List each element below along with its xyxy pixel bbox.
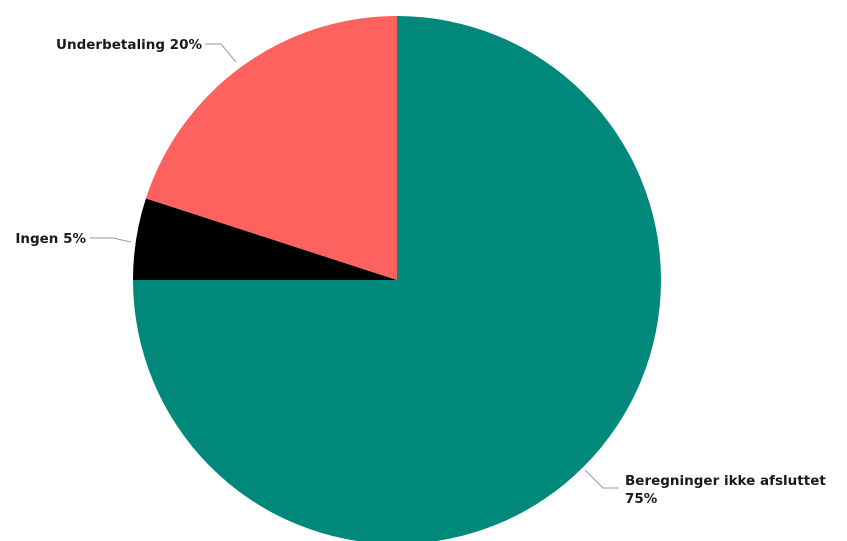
data-label: Ingen 5% [15,231,86,247]
leader-line [205,43,237,63]
leader-line [584,469,619,489]
data-label: Underbetaling 20% [56,37,202,53]
data-label-line: Ingen 5% [15,231,86,247]
data-label-line: Beregninger ikke afsluttet [625,473,826,489]
data-label-line: Underbetaling 20% [56,37,202,53]
leader-line [90,237,132,243]
data-label: Beregninger ikke afsluttet 75% [625,473,826,507]
pie-slice-underbetaling [145,16,397,280]
pie-slice-beregninger-ikke-afsluttet [133,16,661,541]
pie-slice-ingen [133,198,397,280]
data-label-line: 75% [625,491,658,507]
